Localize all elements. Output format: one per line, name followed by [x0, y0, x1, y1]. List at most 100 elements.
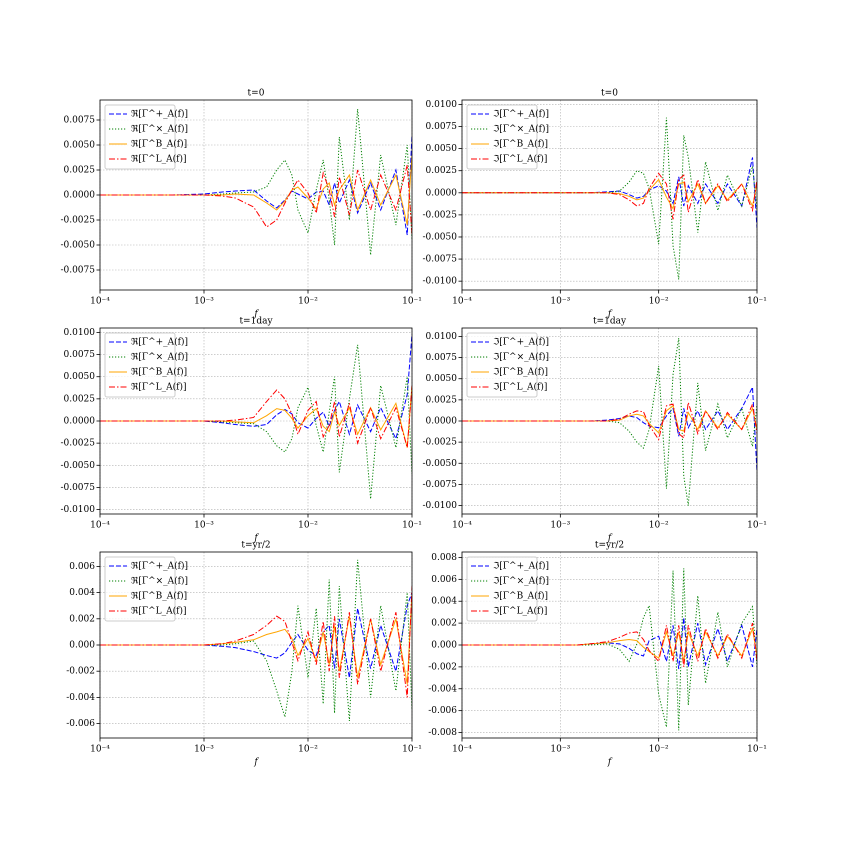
legend-label: ℑ[Γ^×_A(f)] [493, 124, 549, 135]
legend-label: ℑ[Γ^×_A(f)] [493, 352, 549, 363]
y-tick-label: 0.0025 [64, 166, 96, 176]
series-line [462, 338, 757, 506]
y-tick-label: -0.0025 [60, 216, 95, 226]
series-line [100, 385, 412, 448]
x-axis-label: f [253, 310, 259, 320]
y-tick-label: 0.0050 [426, 144, 458, 154]
y-tick-label: 0.0075 [64, 116, 96, 126]
y-tick-label: -0.0025 [60, 439, 95, 449]
y-tick-label: 0.006 [431, 575, 457, 585]
y-tick-label: 0.0075 [426, 353, 458, 363]
y-tick-label: 0.004 [431, 597, 457, 607]
y-tick-label: -0.0100 [422, 501, 457, 511]
plot-frame [99, 99, 413, 291]
subplot: -0.008 -0.006 -0.004 -0.002 0.000 0.002 0.004 0… [428, 541, 767, 768]
x-tick-label: 10⁻² [298, 521, 318, 531]
legend-label: ℜ[Γ^L_A(f)] [131, 606, 186, 617]
y-tick-label: -0.0050 [422, 459, 457, 469]
legend-label: ℜ[Γ^B_A(f)] [131, 367, 187, 378]
y-tick-label: 0.0000 [64, 417, 96, 427]
x-tick-label: 10⁻³ [194, 297, 214, 307]
x-tick-label: 10⁻² [649, 521, 669, 531]
y-tick-label: -0.0100 [422, 277, 457, 287]
y-tick-label: -0.006 [66, 719, 95, 729]
y-tick-label: 0.008 [431, 553, 457, 563]
y-tick-label: 0.000 [431, 641, 457, 651]
subplot: -0.0100 -0.0075 -0.0050 -0.0025 0.0000 0.0025… [422, 317, 766, 544]
legend-box [104, 104, 176, 170]
subplot-title: t=0 [601, 89, 618, 99]
x-tick-label: 10⁻³ [194, 521, 214, 531]
y-tick-label: -0.002 [428, 662, 457, 672]
legend-label: ℜ[Γ^+_A(f)] [131, 561, 188, 572]
series-line [100, 334, 412, 441]
subplot-title: t=1day [593, 317, 627, 327]
x-tick-label: 10⁻² [298, 745, 318, 755]
series-line [462, 117, 757, 280]
series-line [462, 568, 757, 731]
y-tick-label: 0.002 [69, 614, 95, 624]
series-line [462, 617, 757, 670]
x-tick-label: 10⁻⁴ [90, 745, 110, 755]
y-tick-label: -0.0075 [60, 266, 95, 276]
y-tick-label: -0.008 [428, 728, 457, 738]
legend-label: ℜ[Γ^L_A(f)] [131, 382, 186, 393]
subplot: -0.006 -0.004 -0.002 0.000 0.002 0.004 0.006 10… [66, 541, 422, 768]
x-tick-label: 10⁻² [649, 297, 669, 307]
series-line [100, 559, 412, 722]
legend-label: ℑ[Γ^×_A(f)] [493, 576, 549, 587]
subplot-title: t=yr/2 [241, 541, 270, 551]
legend-label: ℑ[Γ^+_A(f)] [493, 561, 549, 572]
x-axis-label: f [253, 758, 259, 768]
legend-label: ℜ[Γ^B_A(f)] [131, 139, 187, 150]
y-tick-label: 0.0050 [426, 374, 458, 384]
y-tick-label: 0.0025 [426, 395, 458, 405]
x-tick-label: 10⁻⁴ [452, 297, 472, 307]
legend-label: ℜ[Γ^+_A(f)] [131, 109, 188, 120]
x-axis-label: f [607, 534, 613, 544]
legend-label: ℑ[Γ^L_A(f)] [493, 154, 547, 165]
series-line [462, 172, 757, 220]
x-tick-label: 10⁻⁴ [452, 521, 472, 531]
x-tick-label: 10⁻³ [194, 745, 214, 755]
y-tick-label: -0.0075 [422, 480, 457, 490]
x-tick-label: 10⁻² [649, 745, 669, 755]
series-line [100, 385, 412, 448]
legend-label: ℜ[Γ^L_A(f)] [131, 154, 186, 165]
y-tick-label: 0.002 [431, 619, 457, 629]
series-line [462, 402, 757, 441]
plot-frame [461, 99, 758, 291]
x-tick-label: 10⁻¹ [747, 521, 767, 531]
y-tick-label: -0.006 [428, 706, 457, 716]
legend-label: ℑ[Γ^+_A(f)] [493, 337, 549, 348]
y-tick-label: -0.0050 [60, 241, 95, 251]
x-tick-label: 10⁻¹ [402, 745, 422, 755]
y-tick-label: 0.004 [69, 588, 95, 598]
y-tick-label: -0.0025 [422, 438, 457, 448]
y-tick-label: 0.0100 [64, 328, 96, 338]
y-tick-label: 0.0025 [64, 394, 96, 404]
subplot-title: t=yr/2 [595, 541, 624, 551]
plot-frame [461, 551, 758, 739]
series-line [100, 134, 412, 236]
y-tick-label: -0.0075 [422, 255, 457, 265]
y-tick-label: 0.0050 [64, 141, 96, 151]
y-tick-label: 0.0100 [426, 332, 458, 342]
subplot-title: t=0 [248, 89, 265, 99]
y-tick-label: -0.004 [66, 693, 95, 703]
y-tick-label: 0.0000 [426, 188, 458, 198]
legend-label: ℜ[Γ^+_A(f)] [131, 337, 188, 348]
y-tick-label: 0.0000 [64, 191, 96, 201]
plot-frame [461, 327, 758, 515]
y-tick-label: -0.0050 [60, 461, 95, 471]
legend-label: ℑ[Γ^+_A(f)] [493, 109, 549, 120]
x-tick-label: 10⁻³ [550, 521, 570, 531]
x-tick-label: 10⁻³ [550, 297, 570, 307]
x-tick-label: 10⁻¹ [747, 745, 767, 755]
y-tick-label: 0.0075 [426, 122, 458, 132]
y-tick-label: 0.0025 [426, 166, 458, 176]
series-line [100, 586, 412, 698]
x-tick-label: 10⁻² [298, 297, 318, 307]
x-tick-label: 10⁻⁴ [90, 297, 110, 307]
